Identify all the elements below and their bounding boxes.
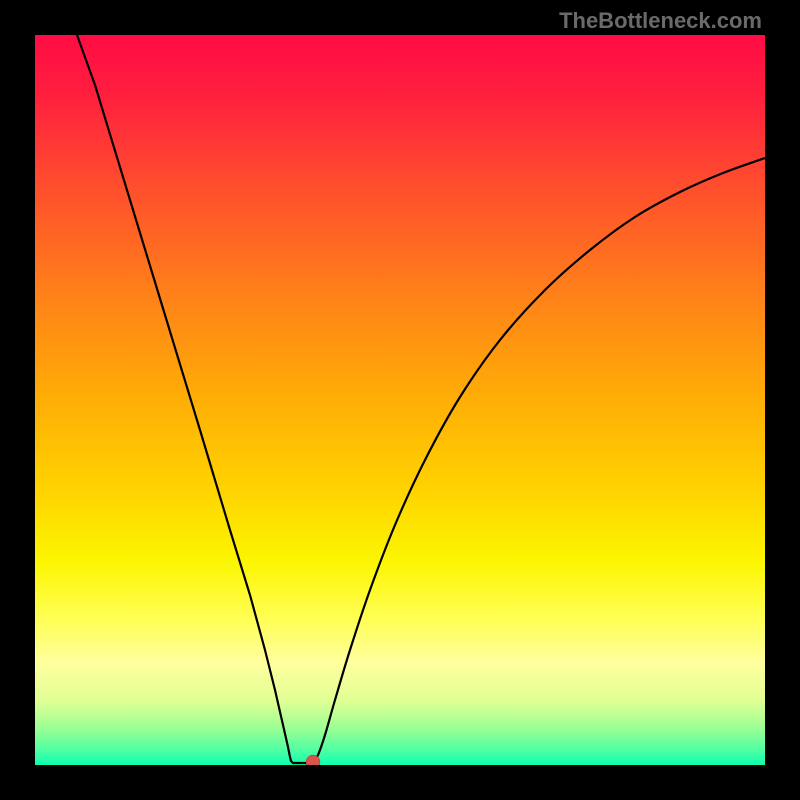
- chart-container: TheBottleneck.com: [0, 0, 800, 800]
- gradient-background: [35, 35, 765, 765]
- watermark: TheBottleneck.com: [559, 8, 762, 34]
- chart-svg: [35, 35, 765, 765]
- plot-area: [35, 35, 765, 765]
